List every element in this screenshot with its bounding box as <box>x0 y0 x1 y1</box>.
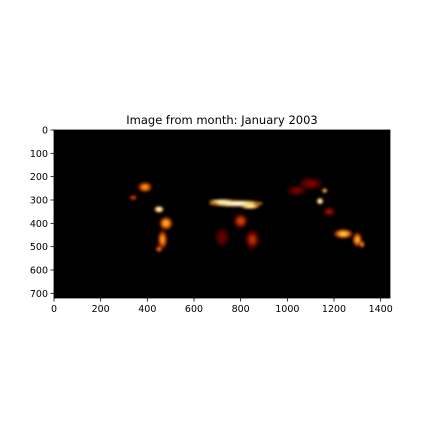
hotspot-19-layer-2 <box>219 233 225 242</box>
heatmap-hotspots <box>129 177 365 253</box>
hotspot-7-layer-2 <box>131 196 136 199</box>
hotspot-2-layer-2 <box>246 205 254 208</box>
y-tick-label-100: 100 <box>30 149 48 160</box>
hotspot-5-layer-2 <box>323 189 326 192</box>
hotspot-3-layer-2 <box>157 208 161 211</box>
x-tick-label-200: 200 <box>92 304 110 315</box>
y-axis: 0 100 200 300 400 500 600 700 <box>30 126 54 300</box>
hotspot-9-layer-2 <box>160 235 165 244</box>
hotspot-4-layer-2 <box>318 199 322 203</box>
y-tick-label-200: 200 <box>30 172 48 183</box>
hotspot-16-layer-2 <box>292 188 301 193</box>
x-axis: 0 200 400 600 800 1000 1200 1400 <box>51 298 393 315</box>
hotspot-13-layer-2 <box>360 242 364 246</box>
x-tick-label-400: 400 <box>138 304 156 315</box>
y-tick-label-600: 600 <box>30 266 48 277</box>
y-tick-label-0: 0 <box>42 126 48 137</box>
x-tick-label-1400: 1400 <box>369 304 393 315</box>
hotspot-1-layer-2 <box>216 200 228 202</box>
plot-area <box>53 129 391 299</box>
hotspot-17-layer-2 <box>306 181 316 187</box>
hotspot-12-layer-2 <box>355 236 360 243</box>
plot-frame <box>53 129 391 299</box>
x-tick-label-1200: 1200 <box>322 304 346 315</box>
hotspot-0-layer-2 <box>225 202 247 205</box>
y-tick-label-700: 700 <box>30 289 48 300</box>
hotspot-10-layer-2 <box>157 247 161 251</box>
hotspot-8-layer-2 <box>163 220 169 226</box>
x-tick-label-1000: 1000 <box>275 304 299 315</box>
hotspot-14-layer-2 <box>237 218 244 224</box>
hotspot-18-layer-2 <box>327 209 332 214</box>
hotspot-11-layer-2 <box>339 231 348 236</box>
chart-title: Image from month: January 2003 <box>126 113 317 127</box>
hotspot-6-layer-2 <box>142 185 148 190</box>
x-tick-label-0: 0 <box>51 304 57 315</box>
x-tick-label-800: 800 <box>232 304 250 315</box>
hotspot-15-layer-2 <box>249 235 256 244</box>
heatmap-background <box>54 130 390 298</box>
y-tick-label-500: 500 <box>30 242 48 253</box>
y-tick-label-300: 300 <box>30 196 48 207</box>
x-tick-label-600: 600 <box>185 304 203 315</box>
y-tick-label-400: 400 <box>30 219 48 230</box>
